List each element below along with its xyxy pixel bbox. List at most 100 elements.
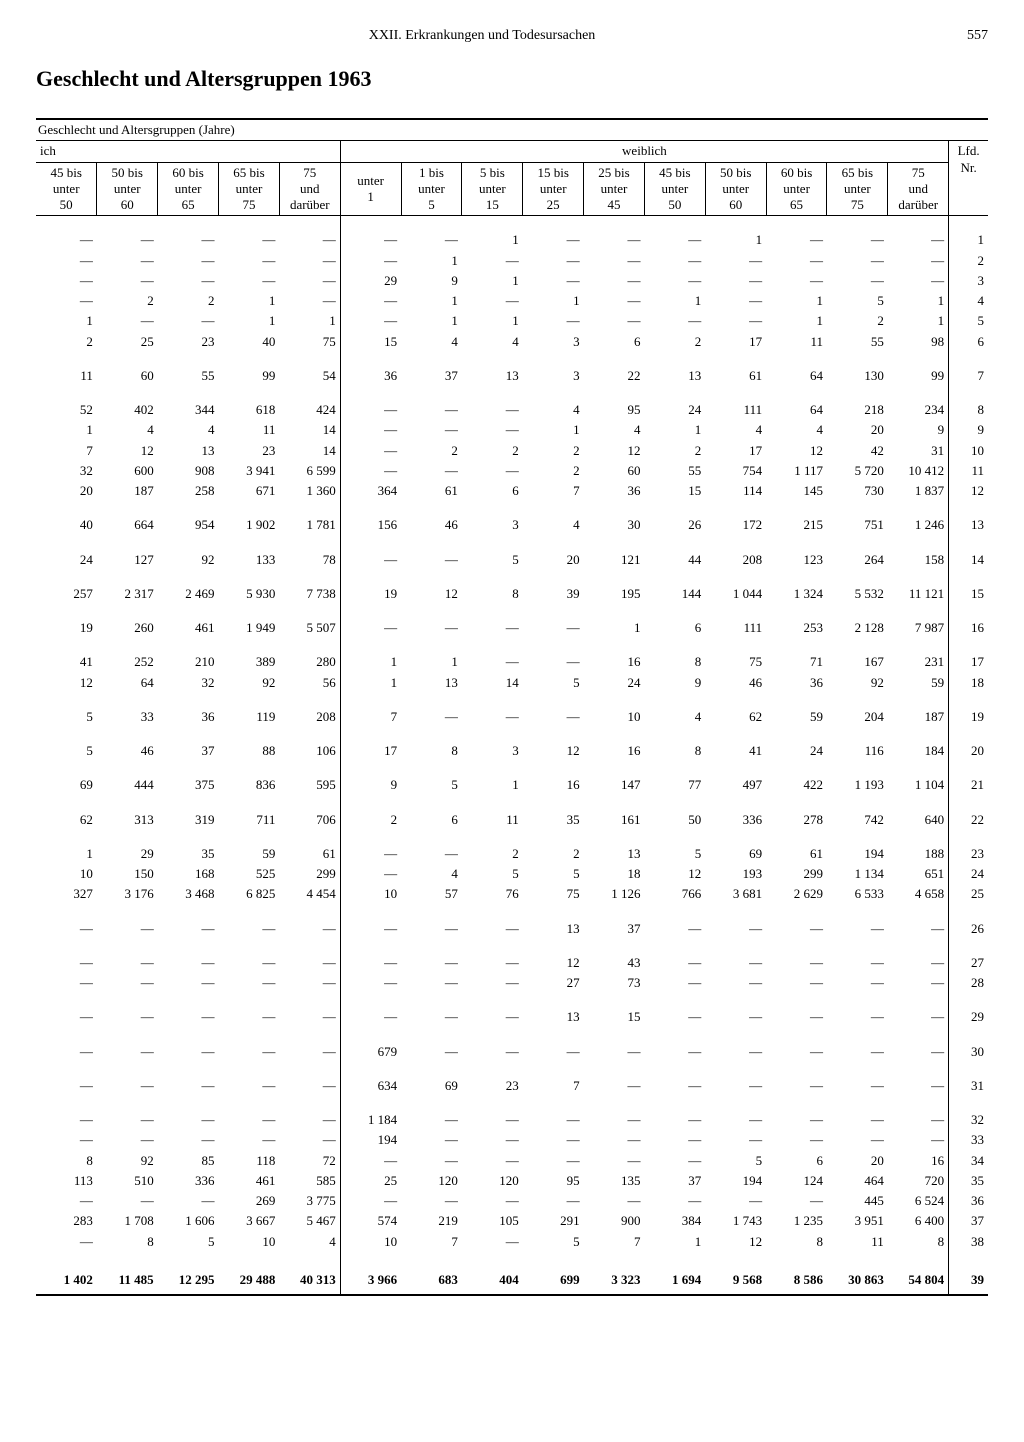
cell: 706 [279, 810, 340, 830]
cell: — [462, 1232, 523, 1252]
cell: 62 [705, 707, 766, 727]
cell: 2 [36, 332, 97, 352]
cell: — [340, 251, 401, 271]
cell: — [888, 919, 949, 939]
cell: 158 [888, 550, 949, 570]
cell: 123 [766, 550, 827, 570]
cell: 23 [219, 441, 280, 461]
lfd-nr: 5 [949, 311, 988, 331]
cell: — [523, 652, 584, 672]
cell: — [219, 953, 280, 973]
cell: 71 [766, 652, 827, 672]
cell: 135 [584, 1171, 645, 1191]
cell: 12 [97, 441, 158, 461]
cell: 651 [888, 864, 949, 884]
cell: 60 [97, 366, 158, 386]
cell: 14 [279, 441, 340, 461]
cell: — [219, 230, 280, 250]
cell: 10 412 [888, 461, 949, 481]
cell: 114 [705, 481, 766, 501]
cell: 15 [340, 332, 401, 352]
cell: — [523, 271, 584, 291]
cell: — [340, 618, 401, 638]
cell: 69 [401, 1076, 462, 1096]
cell: — [36, 1076, 97, 1096]
cell: 3 951 [827, 1211, 888, 1231]
cell: — [644, 1191, 705, 1211]
cell: — [523, 311, 584, 331]
cell: 33 [97, 707, 158, 727]
cell: 264 [827, 550, 888, 570]
cell: — [644, 251, 705, 271]
table-row: 4125221038928011——168757116723117 [36, 652, 988, 672]
cell: — [462, 251, 523, 271]
table-row: 2252340751544362171155986 [36, 332, 988, 352]
cell: 461 [219, 1171, 280, 1191]
cell: 167 [827, 652, 888, 672]
cell: — [584, 1110, 645, 1130]
cell: 54 [279, 366, 340, 386]
cell: — [705, 973, 766, 993]
cell: 671 [219, 481, 280, 501]
table-row: 406649541 9021 781156463430261722157511 … [36, 515, 988, 535]
cell: — [462, 618, 523, 638]
cell: 6 599 [279, 461, 340, 481]
cell: 12 [705, 1232, 766, 1252]
cell: 1 [644, 291, 705, 311]
cell: — [219, 251, 280, 271]
spacer-row [36, 693, 988, 707]
cell: 2 469 [158, 584, 219, 604]
cell: 5 [36, 707, 97, 727]
cell: 8 [644, 741, 705, 761]
cell: — [36, 230, 97, 250]
cell: 1 [644, 420, 705, 440]
cell: 8 [644, 652, 705, 672]
cell: — [584, 251, 645, 271]
cell: — [340, 844, 401, 864]
cell: — [340, 230, 401, 250]
cell: 4 658 [888, 884, 949, 904]
cell: 19 [340, 584, 401, 604]
cell: 40 [219, 332, 280, 352]
cell: — [279, 1130, 340, 1150]
cell: 664 [97, 515, 158, 535]
cell: 1 [462, 271, 523, 291]
cell: — [888, 973, 949, 993]
col-header: 65 bisunter75 [827, 162, 888, 216]
cell: — [523, 1151, 584, 1171]
cell: 106 [279, 741, 340, 761]
cell: 130 [827, 366, 888, 386]
cell: 1 902 [219, 515, 280, 535]
cell: 375 [158, 775, 219, 795]
cell: — [340, 864, 401, 884]
cell: 1 104 [888, 775, 949, 795]
cell: 2 [401, 441, 462, 461]
cell: — [340, 441, 401, 461]
cell: 4 454 [279, 884, 340, 904]
cell: — [462, 400, 523, 420]
col-header: 5 bisunter15 [462, 162, 523, 216]
cell: 13 [401, 673, 462, 693]
cell: — [766, 230, 827, 250]
cell: 20 [827, 1151, 888, 1171]
table-row: 52402344618424———49524111642182348 [36, 400, 988, 420]
cell: 2 [644, 332, 705, 352]
cell: 6 [462, 481, 523, 501]
cell: — [705, 953, 766, 973]
lfd-nr: 3 [949, 271, 988, 291]
cell: — [97, 1130, 158, 1150]
cell: — [705, 291, 766, 311]
cell: 4 [279, 1232, 340, 1252]
cell: — [523, 251, 584, 271]
lfd-nr: 17 [949, 652, 988, 672]
cell: 92 [219, 673, 280, 693]
lfd-nr: 18 [949, 673, 988, 693]
cell: 283 [36, 1211, 97, 1231]
cell: 188 [888, 844, 949, 864]
cell: 2 [340, 810, 401, 830]
col-header: 60 bisunter65 [766, 162, 827, 216]
cell: — [401, 461, 462, 481]
cell: 7 [340, 707, 401, 727]
cell: 280 [279, 652, 340, 672]
cell: 1 [584, 618, 645, 638]
